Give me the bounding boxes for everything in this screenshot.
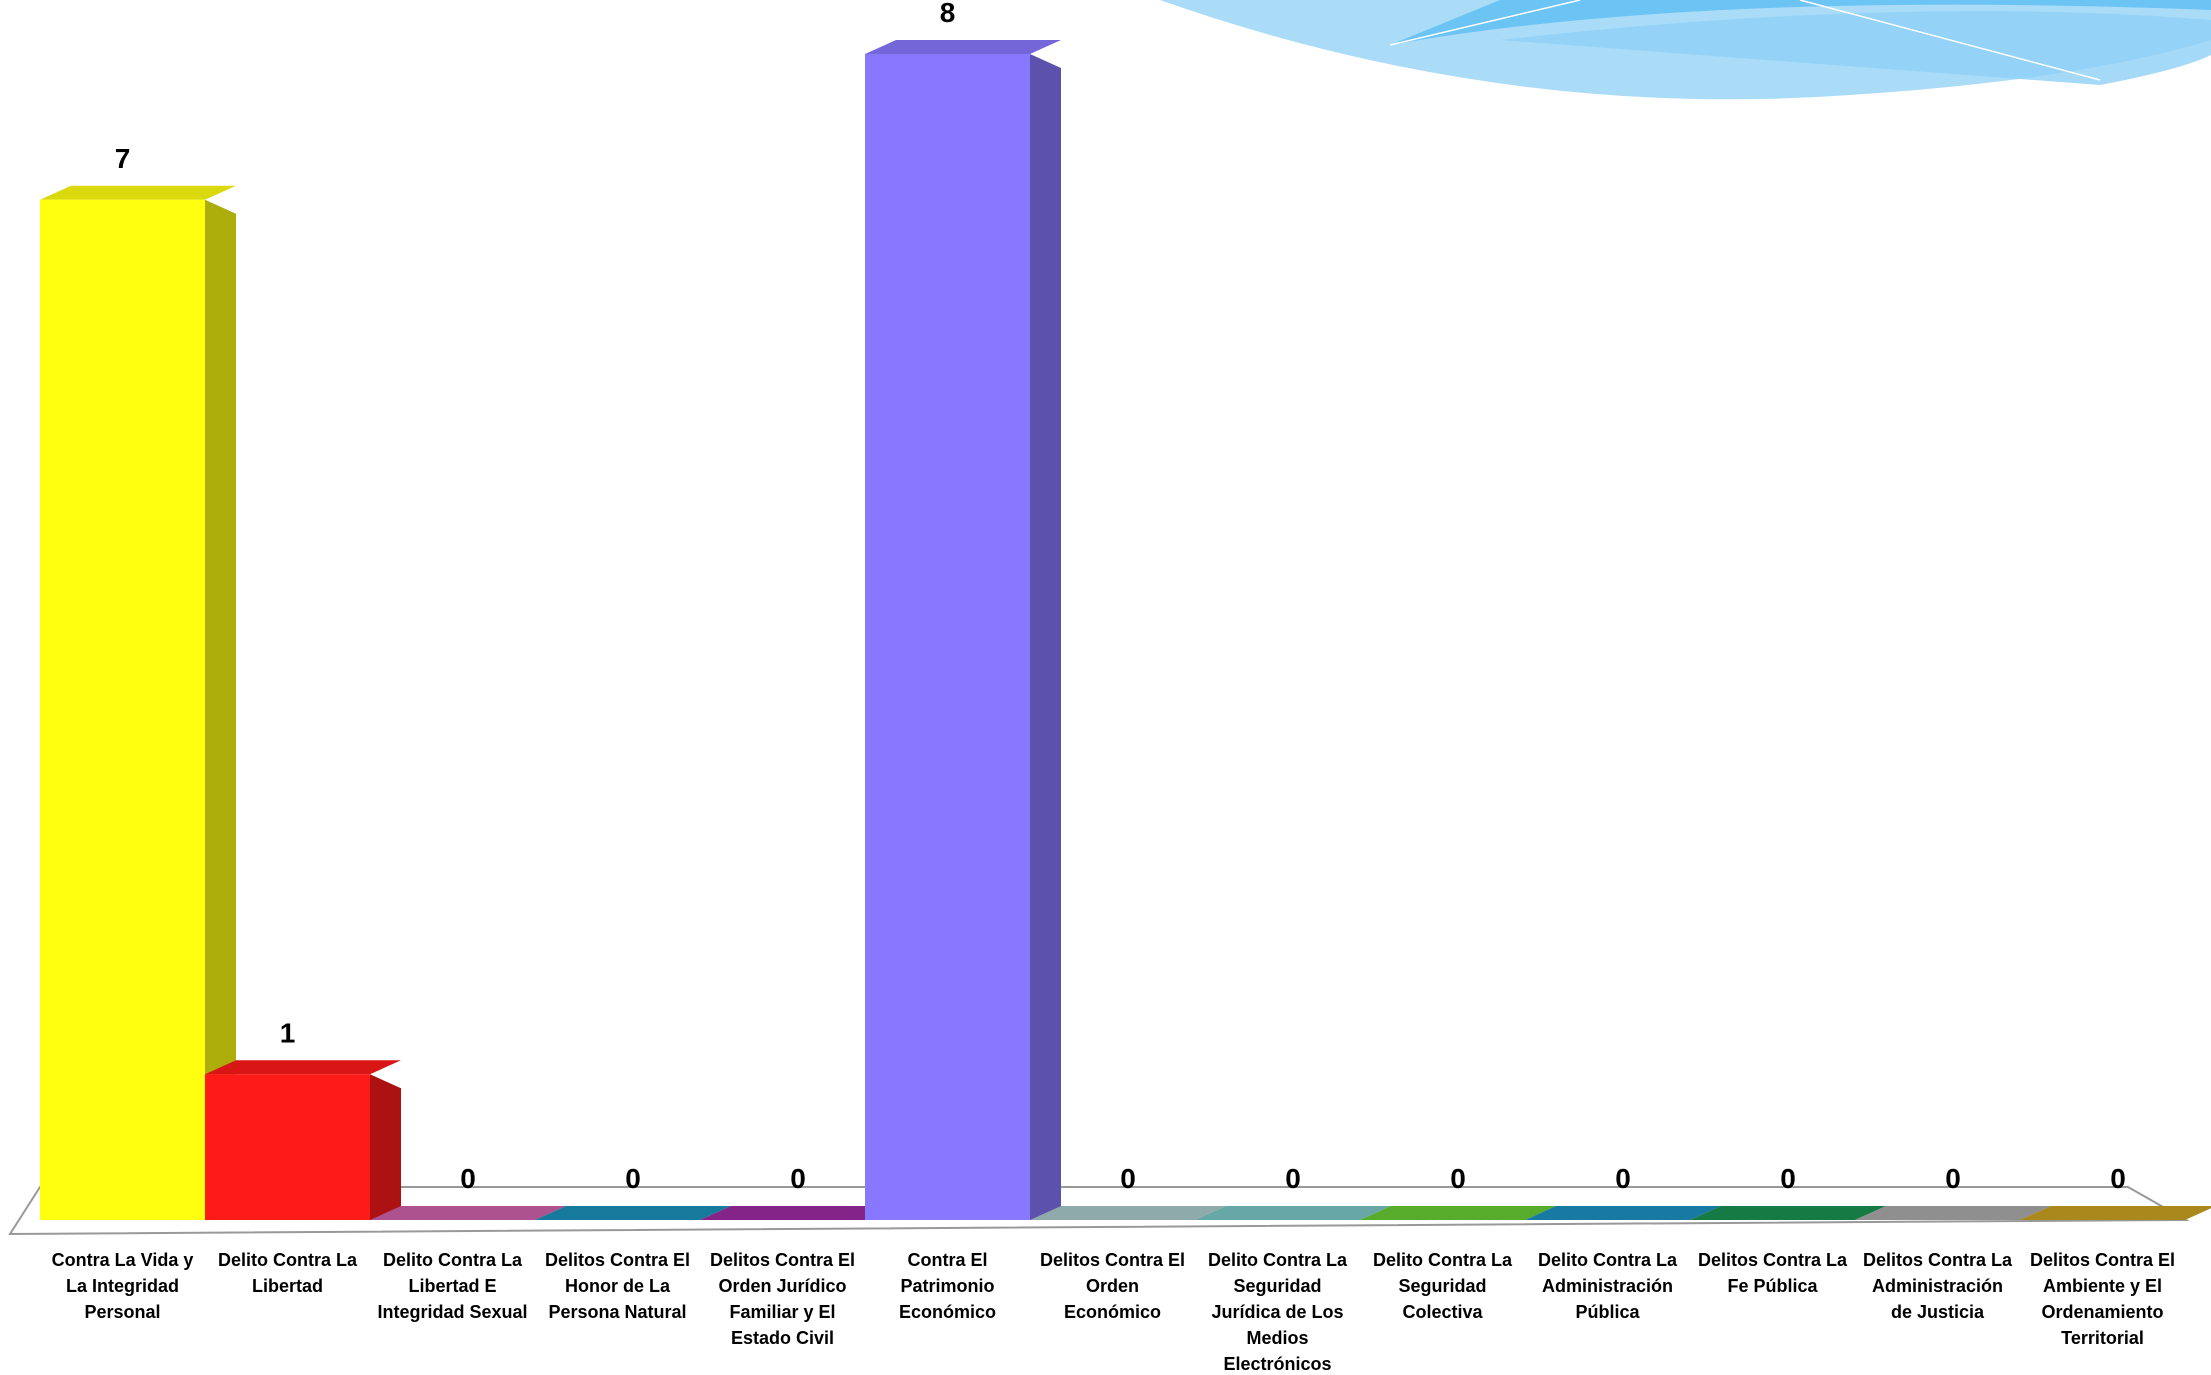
bar-top — [865, 40, 1061, 54]
data-label: 1 — [280, 1017, 296, 1048]
data-label: 0 — [1120, 1163, 1136, 1194]
x-tick-label: Delitos Contra El Ambiente y El Ordenami… — [2029, 1250, 2176, 1348]
bar-side — [205, 199, 236, 1220]
x-tick-label: Delito Contra La Seguridad Jurídica de L… — [1207, 1250, 1347, 1374]
bar — [865, 54, 1030, 1220]
bar-top — [370, 1206, 566, 1220]
bar-top — [2020, 1206, 2211, 1220]
bar-top — [1360, 1206, 1556, 1220]
data-label: 0 — [2110, 1163, 2126, 1194]
bar-side — [370, 1074, 401, 1220]
data-label: 0 — [1945, 1163, 1961, 1194]
bar-top — [205, 1060, 401, 1075]
data-label: 0 — [1780, 1163, 1796, 1194]
data-label: 0 — [460, 1163, 476, 1194]
x-tick-label: Delitos Contra El Orden Jurídico Familia… — [709, 1250, 856, 1348]
x-tick-label: Contra La Vida y La Integridad Personal — [51, 1250, 194, 1322]
bar-side — [1030, 54, 1061, 1220]
data-label: 7 — [115, 143, 131, 174]
x-tick-label: Delitos Contra El Orden Económico — [1039, 1250, 1186, 1322]
bar — [205, 1074, 370, 1220]
decor-wave — [1160, 0, 2211, 100]
x-tick-label: Delitos Contra La Administración de Just… — [1862, 1250, 2013, 1322]
x-tick-label: Delito Contra La Administración Pública — [1537, 1250, 1677, 1322]
bar-top — [40, 185, 236, 200]
bar-top — [700, 1206, 896, 1220]
data-label: 0 — [790, 1163, 806, 1194]
data-label: 8 — [940, 0, 956, 28]
x-tick-label: Contra El Patrimonio Económico — [898, 1250, 996, 1322]
data-label: 0 — [1285, 1163, 1301, 1194]
bar-top — [1690, 1206, 1886, 1220]
x-tick-label: Delitos Contra La Fe Pública — [1697, 1250, 1848, 1296]
x-tick-label: Delito Contra La Seguridad Colectiva — [1372, 1250, 1512, 1322]
bar-top — [1030, 1206, 1226, 1220]
x-tick-label: Delitos Contra El Honor de La Persona Na… — [544, 1250, 691, 1322]
data-label: 0 — [625, 1163, 641, 1194]
data-label: 0 — [1615, 1163, 1631, 1194]
bar-top — [1525, 1206, 1721, 1220]
bar — [40, 199, 205, 1220]
bar-top — [535, 1206, 731, 1220]
x-tick-label: Delito Contra La Libertad — [217, 1250, 357, 1296]
x-tick-label: Delito Contra La Libertad E Integridad S… — [377, 1250, 528, 1322]
bar-top — [1855, 1206, 2051, 1220]
bar-top — [1195, 1206, 1391, 1220]
floor — [8, 1186, 2190, 1236]
data-label: 0 — [1450, 1163, 1466, 1194]
